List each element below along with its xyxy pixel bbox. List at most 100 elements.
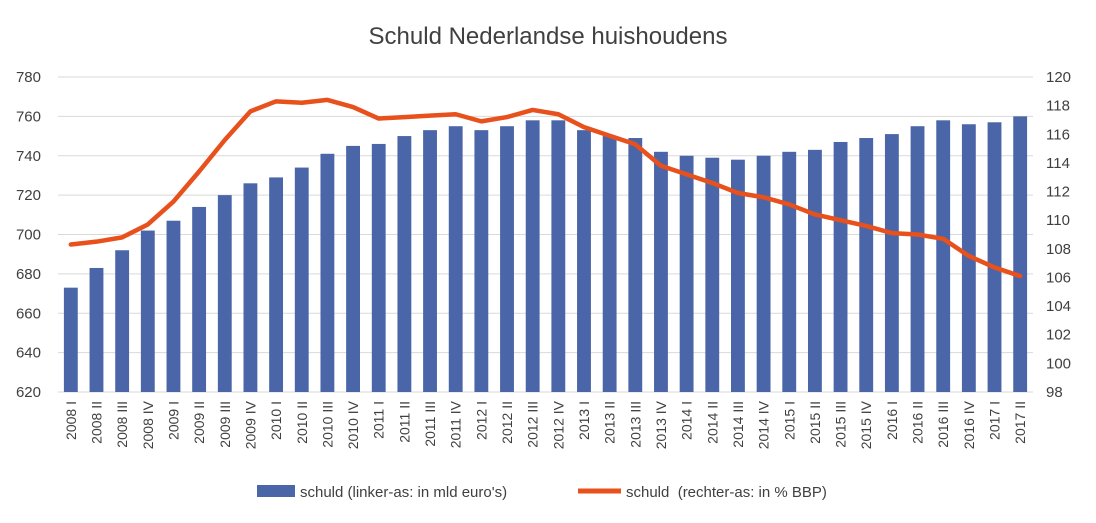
x-tick-label: 2009 III [217,401,233,448]
bar [731,159,745,392]
bar [987,122,1002,392]
x-tick-label: 2009 IV [242,400,258,449]
x-tick-label: 2010 III [319,401,335,448]
x-axis-ticks: 2008 I 2008 II 2008 III 2008 IV 2009 I 2009 I… [63,400,1028,449]
x-tick-label: 2012 III [525,401,541,448]
legend-line-label: schuld (rechter-as: in % BBP) [626,484,827,501]
y-left-tick-label: 780 [16,69,41,86]
x-tick-label: 2010 IV [345,400,361,449]
x-tick-label: 2015 III [833,401,849,448]
line-series [68,97,1023,279]
y-right-tick-label: 100 [1046,355,1071,372]
x-tick-label: 2011 I [371,401,387,439]
x-tick-label: 2012 I [473,401,489,440]
bar [679,155,694,392]
x-tick-label: 2014 III [730,401,746,448]
bar [474,130,489,392]
x-tick-label: 2015 II [807,401,823,444]
legend-bar-swatch [257,485,295,497]
x-tick-label: 2013 II [602,401,618,444]
x-tick-label: 2009 II [191,401,207,444]
x-tick-label: 2011 III [422,401,438,447]
bar [551,120,566,392]
bar [371,143,386,392]
bar [192,206,207,392]
bar [346,145,360,392]
y-right-tick-label: 116 [1046,126,1070,143]
bar [500,126,514,392]
bar [833,141,848,392]
x-tick-label: 2016 I [884,401,900,440]
y-right-tick-label: 106 [1046,269,1071,286]
y-left-tick-label: 700 [16,227,41,244]
x-tick-label: 2012 IV [550,400,566,449]
y-left-tick-label: 720 [16,187,41,204]
bar [294,167,309,392]
x-tick-label: 2008 IV [140,400,156,449]
legend-bar-label: schuld (linker-as: in mld euro's) [300,484,507,501]
x-tick-label: 2008 III [114,401,130,448]
bar [782,151,797,392]
y-left-tick-label: 680 [16,266,41,283]
y-right-tick-label: 110 [1046,212,1070,229]
x-tick-label: 2012 II [499,401,515,444]
bar [423,130,437,392]
bar [705,157,720,392]
x-tick-label: 2016 III [935,401,951,448]
bar [654,151,668,392]
bar [910,126,925,392]
bar [628,138,643,392]
bar [243,183,258,392]
x-tick-label: 2013 I [576,401,592,440]
y-right-tick-label: 102 [1046,327,1071,344]
x-tick-label: 2010 I [268,401,284,440]
x-tick-label: 2013 III [627,401,643,448]
x-tick-label: 2017 I [987,401,1003,440]
right-axis-ticks: 98 100 102 104 106 108 110 112 114 116 118 120 [1046,69,1071,401]
y-left-tick-label: 760 [16,108,41,125]
bar [166,220,181,392]
bar-series [63,116,1028,392]
y-right-tick-label: 120 [1046,69,1071,86]
series-line [68,97,1023,279]
x-tick-label: 2014 I [679,401,695,440]
bar [577,130,591,392]
bar [320,153,335,392]
bar [1013,116,1028,392]
bar [217,195,232,392]
y-left-tick-label: 740 [16,148,41,165]
x-tick-label: 2016 IV [961,400,977,449]
y-left-tick-label: 640 [16,345,41,362]
bar [115,250,130,392]
x-tick-label: 2017 II [1012,401,1028,444]
x-tick-label: 2009 I [165,401,181,440]
y-left-tick-label: 660 [16,305,41,322]
x-tick-label: 2014 II [704,401,720,444]
x-tick-label: 2015 I [781,401,797,440]
x-tick-label: 2013 IV [653,400,669,449]
bar [936,120,951,392]
x-tick-label: 2011 IV [448,400,464,448]
bar [807,149,822,392]
x-tick-label: 2008 II [88,401,104,444]
bar [884,134,899,392]
y-right-tick-label: 108 [1046,241,1071,258]
x-tick-label: 2014 IV [756,400,772,449]
left-axis-ticks: 620 640 660 680 700 720 740 760 780 [16,69,41,401]
bar [448,126,463,392]
y-right-tick-label: 104 [1046,298,1071,315]
x-tick-label: 2015 IV [858,400,874,449]
chart-title: Schuld Nederlandse huishoudens [369,23,728,50]
y-right-tick-label: 114 [1046,155,1070,172]
bar [756,155,771,392]
y-right-tick-label: 118 [1046,98,1070,115]
x-tick-label: 2008 I [63,401,79,440]
bar [89,267,104,392]
y-right-tick-label: 98 [1046,384,1063,401]
y-right-tick-label: 112 [1046,184,1070,201]
bar [397,136,412,392]
bar [269,177,284,392]
legend: schuld (linker-as: in mld euro's) schuld… [257,484,827,501]
x-tick-label: 2010 II [294,401,310,444]
